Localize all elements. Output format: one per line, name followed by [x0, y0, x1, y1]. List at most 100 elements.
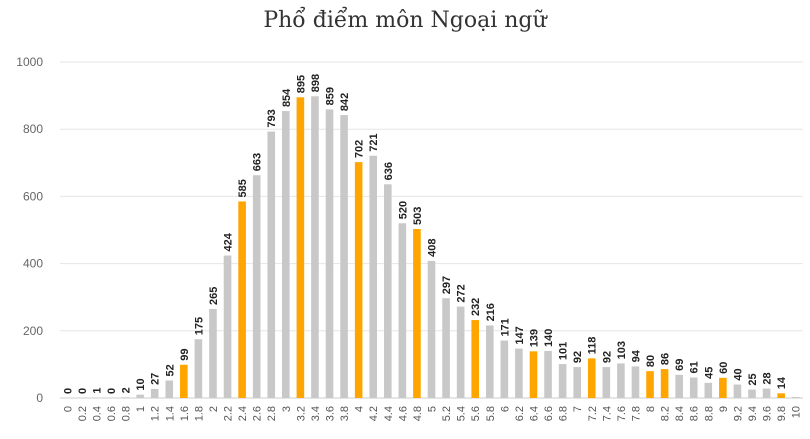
bar	[660, 369, 669, 398]
data-label: 297	[441, 276, 453, 294]
x-tick-label: 7.4	[601, 406, 613, 421]
data-label: 52	[164, 364, 176, 376]
data-label: 139	[528, 329, 540, 347]
bar	[748, 389, 756, 398]
x-tick-label: 0.4	[91, 406, 103, 421]
bar	[456, 306, 465, 398]
bar	[238, 201, 246, 398]
x-tick-label: 8.4	[674, 406, 686, 421]
bar	[573, 367, 581, 398]
data-label: 898	[310, 74, 322, 92]
x-tick-label: 2.6	[252, 406, 264, 421]
data-label: 40	[732, 368, 744, 380]
x-tick-label: 1.6	[179, 406, 191, 421]
y-tick-label: 0	[36, 391, 43, 405]
bar	[398, 223, 407, 398]
bar	[733, 384, 742, 398]
bar	[136, 394, 144, 398]
bar	[762, 388, 771, 398]
bar	[413, 228, 421, 398]
bar	[267, 131, 276, 398]
bar	[617, 363, 625, 398]
data-label: 94	[630, 349, 642, 362]
data-label: 80	[645, 355, 657, 367]
bar	[340, 115, 348, 398]
x-tick-label: 5.4	[456, 406, 468, 421]
bar	[311, 96, 319, 398]
x-tick-label: 6	[499, 406, 511, 412]
bar	[383, 184, 392, 398]
x-tick-label: 3.8	[339, 406, 351, 421]
bar	[471, 320, 480, 398]
data-label: 232	[470, 298, 482, 316]
data-label: 147	[514, 326, 526, 344]
data-label: 721	[368, 133, 380, 151]
x-tick-label: 9.2	[732, 406, 744, 421]
bar	[252, 175, 261, 398]
x-tick-label: 4	[354, 406, 366, 412]
y-tick-label: 400	[23, 257, 43, 271]
data-label: 2	[121, 387, 133, 393]
bar	[485, 325, 494, 398]
x-tick-label: 0	[62, 406, 74, 412]
bar	[719, 377, 727, 398]
x-tick-label: 5	[427, 406, 439, 412]
data-label: 171	[499, 318, 511, 336]
data-label: 216	[485, 303, 497, 321]
bar	[165, 380, 174, 398]
data-label: 424	[223, 232, 235, 251]
bar	[121, 397, 130, 398]
data-label: 859	[325, 87, 337, 105]
x-tick-label: 9.8	[776, 406, 788, 421]
data-label: 265	[208, 287, 220, 305]
x-tick-label: 7.6	[616, 406, 628, 421]
data-label: 86	[660, 353, 672, 365]
bar	[180, 364, 188, 398]
x-tick-label: 3.6	[325, 406, 337, 421]
x-tick-label: 7.2	[587, 406, 599, 421]
data-label: 28	[762, 372, 774, 384]
bar	[587, 358, 596, 398]
x-tick-label: 1.8	[193, 406, 205, 421]
data-label: 793	[266, 109, 278, 127]
data-label: 842	[339, 93, 351, 111]
data-label: 503	[412, 207, 424, 225]
bar	[442, 298, 450, 398]
y-tick-label: 1000	[16, 55, 43, 69]
x-tick-label: 4.4	[383, 406, 395, 421]
x-tick-label: 1	[135, 406, 147, 412]
bar	[427, 260, 436, 398]
x-tick-label: 4.2	[368, 406, 380, 421]
data-label: 0	[106, 388, 118, 394]
x-tick-label: 5.8	[485, 406, 497, 421]
x-tick-label: 8	[645, 406, 657, 412]
x-tick-label: 1.2	[150, 406, 162, 421]
bar	[150, 388, 159, 398]
x-tick-label: 7.8	[630, 406, 642, 421]
data-label: 92	[572, 351, 584, 363]
data-label: 0	[62, 388, 74, 394]
bar	[223, 255, 232, 398]
x-tick-label: 0.2	[77, 406, 89, 421]
data-label: 118	[587, 337, 599, 355]
data-label: 60	[718, 362, 730, 374]
x-tick-label: 6.6	[543, 406, 555, 421]
x-tick-label: 8.8	[703, 406, 715, 421]
x-tick-label: 8.2	[660, 406, 672, 421]
bar	[354, 162, 363, 398]
data-label: 14	[776, 376, 788, 389]
x-tick-label: 2.4	[237, 406, 249, 421]
bar	[791, 396, 800, 398]
data-label: 140	[543, 329, 555, 347]
x-tick-label: 7	[572, 406, 584, 412]
bar	[675, 374, 683, 398]
data-label: 61	[689, 361, 701, 373]
x-tick-label: 0.8	[121, 406, 133, 421]
x-tick-label: 6.8	[558, 406, 570, 421]
bar	[544, 350, 552, 398]
y-tick-label: 600	[23, 189, 43, 203]
x-tick-label: 5.6	[470, 406, 482, 421]
y-tick-label: 200	[23, 324, 43, 338]
bar	[777, 393, 785, 398]
